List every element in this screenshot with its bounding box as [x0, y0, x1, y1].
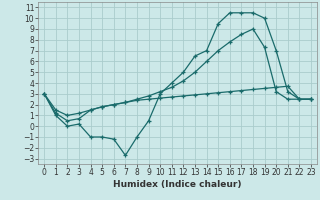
X-axis label: Humidex (Indice chaleur): Humidex (Indice chaleur) — [113, 180, 242, 189]
